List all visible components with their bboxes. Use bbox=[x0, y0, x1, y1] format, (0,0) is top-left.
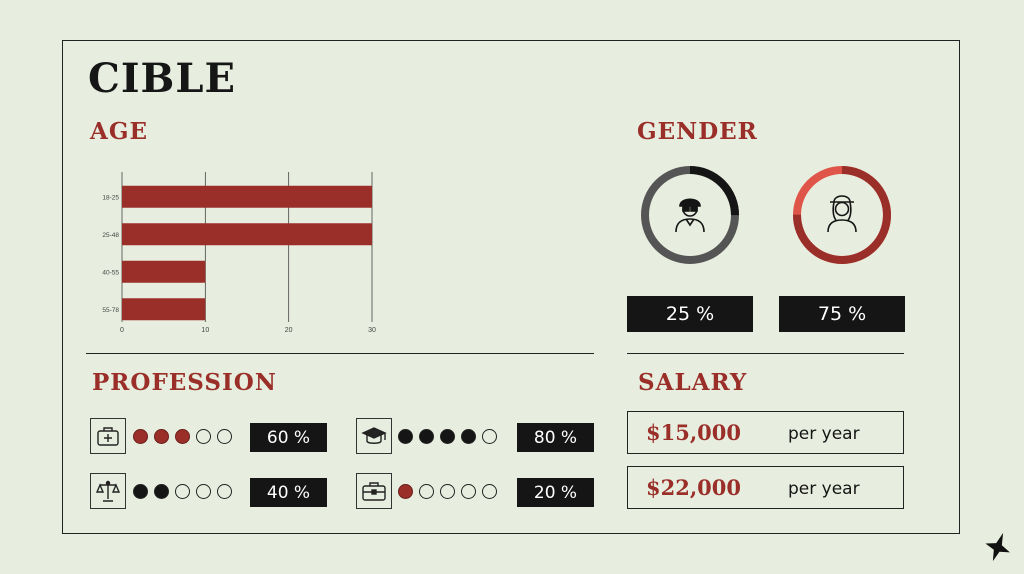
profession-3-percent: 40 % bbox=[250, 478, 327, 507]
profession-heading: PROFESSION bbox=[92, 369, 277, 396]
profession-item-4 bbox=[356, 473, 392, 509]
age-bar bbox=[122, 298, 206, 321]
age-bar bbox=[122, 185, 372, 208]
rating-dot-filled bbox=[154, 429, 169, 444]
male-percent-label: 25 % bbox=[627, 296, 753, 332]
salary-period: per year bbox=[788, 479, 860, 499]
salary-amount: $15,000 bbox=[646, 420, 741, 445]
female-percent-label: 75 % bbox=[779, 296, 905, 332]
salary-amount: $22,000 bbox=[646, 475, 741, 500]
y-tick-label: 40-55 bbox=[102, 269, 119, 276]
x-tick-label: 30 bbox=[368, 327, 376, 334]
left-divider bbox=[86, 353, 594, 354]
medical-kit-icon bbox=[97, 427, 119, 446]
rating-dot-filled bbox=[175, 429, 190, 444]
rating-dot-empty bbox=[217, 484, 232, 499]
briefcase-icon bbox=[362, 482, 386, 501]
gender-heading: GENDER bbox=[637, 118, 758, 145]
x-tick-label: 0 bbox=[120, 327, 124, 334]
rating-dot-empty bbox=[217, 429, 232, 444]
y-tick-label: 25-48 bbox=[102, 232, 119, 239]
rating-dot-filled bbox=[398, 484, 413, 499]
profession-1-rating bbox=[133, 429, 232, 444]
profession-item-3 bbox=[90, 473, 126, 509]
four-point-star-icon bbox=[985, 532, 1010, 562]
rating-dot-empty bbox=[482, 484, 497, 499]
profession-2-rating bbox=[398, 429, 497, 444]
rating-dot-empty bbox=[196, 429, 211, 444]
graduation-cap-icon bbox=[361, 427, 387, 444]
female-donut-arc bbox=[793, 166, 891, 264]
profession-1-percent: 60 % bbox=[250, 423, 327, 452]
content-frame bbox=[62, 40, 960, 534]
profession-4-rating bbox=[398, 484, 497, 499]
age-bar bbox=[122, 223, 372, 246]
profession-2-percent: 80 % bbox=[517, 423, 594, 452]
rating-dot-empty bbox=[461, 484, 476, 499]
rating-dot-empty bbox=[175, 484, 190, 499]
profession-item-1 bbox=[90, 418, 126, 454]
rating-dot-empty bbox=[440, 484, 455, 499]
rating-dot-empty bbox=[196, 484, 211, 499]
man-icon bbox=[675, 198, 705, 233]
x-tick-label: 20 bbox=[285, 327, 293, 334]
salary-row-2: $22,000 per year bbox=[627, 466, 904, 509]
rating-dot-filled bbox=[440, 429, 455, 444]
rating-dot-filled bbox=[419, 429, 434, 444]
male-donut-arc bbox=[641, 166, 739, 264]
y-tick-label: 18-25 bbox=[102, 194, 119, 201]
right-divider bbox=[627, 353, 904, 354]
rating-dot-filled bbox=[133, 484, 148, 499]
page-title: CIBLE bbox=[88, 55, 236, 102]
scales-icon bbox=[95, 480, 121, 502]
age-bar bbox=[122, 260, 206, 283]
salary-period: per year bbox=[788, 424, 860, 444]
rating-dot-empty bbox=[419, 484, 434, 499]
male-donut bbox=[641, 166, 739, 264]
y-tick-label: 55-78 bbox=[102, 307, 119, 314]
woman-icon bbox=[827, 195, 857, 233]
x-tick-label: 10 bbox=[201, 327, 209, 334]
age-heading: AGE bbox=[90, 118, 149, 145]
profession-4-percent: 20 % bbox=[517, 478, 594, 507]
rating-dot-empty bbox=[482, 429, 497, 444]
salary-heading: SALARY bbox=[638, 369, 748, 396]
rating-dot-filled bbox=[154, 484, 169, 499]
profession-item-2 bbox=[356, 418, 392, 454]
rating-dot-filled bbox=[461, 429, 476, 444]
age-bar-chart: 0 10 20 30 18-25 25-48 40-55 55-78 bbox=[102, 172, 376, 334]
rating-dot-filled bbox=[133, 429, 148, 444]
rating-dot-filled bbox=[398, 429, 413, 444]
profession-3-rating bbox=[133, 484, 232, 499]
salary-row-1: $15,000 per year bbox=[627, 411, 904, 454]
female-donut bbox=[793, 166, 891, 264]
